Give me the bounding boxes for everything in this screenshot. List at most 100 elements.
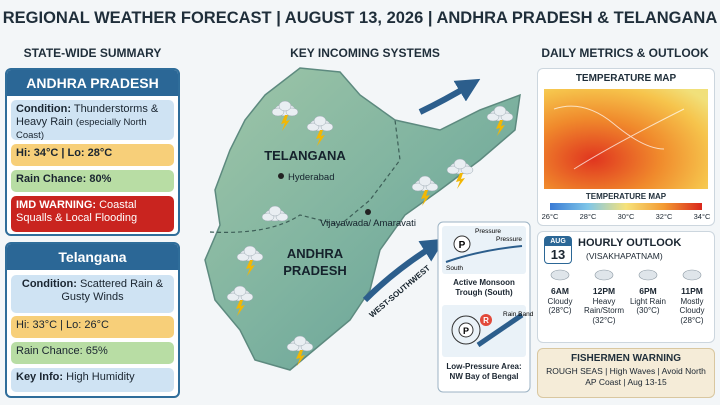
hourly-title: HOURLY OUTLOOK: [578, 237, 682, 249]
ap-rain: Rain Chance: 80%: [11, 170, 174, 192]
badge-day: 13: [550, 247, 566, 262]
contour: [553, 105, 685, 170]
hour-time: 6AM: [551, 286, 569, 296]
state-shape: [204, 67, 521, 371]
value: High Humidity: [66, 371, 135, 383]
tg-card: Telangana Condition: Scattered Rain & Gu…: [5, 242, 180, 398]
hour-condition: Cloudy: [547, 296, 573, 306]
value: Coastal Squalls & Local Flooding: [16, 199, 138, 224]
map-label: ANDHRA: [287, 246, 344, 261]
hour-temp: (28°C): [548, 306, 572, 315]
cloud-puff: [313, 115, 327, 127]
hour-condition: Light Rain: [629, 296, 667, 306]
cloud-puff: [243, 245, 257, 257]
hour-condition: Mostly Cloudy: [679, 296, 705, 316]
label: South: [446, 265, 463, 272]
map-label: Hyderabad: [288, 172, 334, 183]
hour-temp: (30°C): [636, 306, 660, 315]
value: Thunderstorms & Heavy Rain: [16, 103, 159, 128]
trough-caption: Active Monsoon Trough (South): [440, 278, 528, 298]
cloud-puff: [268, 205, 282, 217]
cloud-puff: [293, 335, 307, 347]
hour-entry: 11PM Mostly Cloudy (28°C): [670, 266, 714, 342]
cloud-puff: [594, 269, 614, 281]
cloud: [486, 105, 514, 136]
cloud: [271, 100, 299, 131]
hour-temp: (32°C): [592, 315, 616, 325]
hour-entry: 6PM Light Rain (30°C): [626, 266, 670, 342]
hour-temp: (28°C): [680, 315, 704, 325]
map-label: TELANGANA: [264, 148, 346, 163]
weather-icon: [638, 269, 658, 281]
cloud-puff: [453, 158, 467, 170]
cloud: [446, 158, 474, 189]
hourly-entries: 6AM Cloudy (28°C) 12PM Heavy Rain/Storm (32°C…: [538, 266, 714, 342]
cloud-puff: [418, 175, 432, 187]
legend-ticks: 26°C 28°C 30°C 32°C 34°C: [538, 212, 714, 224]
legend-tick: 26°C: [541, 212, 559, 221]
ap-card: ANDHRA PRADESH Condition: Thunderstorms …: [5, 68, 180, 236]
cloud: [286, 335, 314, 366]
hour-time: 11PM: [681, 286, 703, 296]
cloud-puff: [682, 269, 702, 281]
badge-month: AUG: [545, 237, 571, 246]
arrow: [418, 78, 481, 115]
label: Key Info:: [16, 371, 64, 383]
hour-entry: 6AM Cloudy (28°C): [538, 266, 582, 342]
ap-name: ANDHRA PRADESH: [7, 70, 178, 96]
page-title: REGIONAL WEATHER FORECAST | AUGUST 13, 2…: [2, 9, 718, 27]
temp-map: [544, 89, 708, 189]
hour-time: 12PM: [592, 286, 616, 296]
cloud: [226, 285, 254, 316]
temp-map-title: TEMPERATURE MAP: [575, 73, 677, 84]
map: TELANGANA Hyderabad Vijayawada/ Amaravat…: [204, 67, 534, 393]
fishermen-box: FISHERMEN WARNING ROUGH SEAS | High Wave…: [537, 348, 715, 398]
tg-name: Telangana: [7, 244, 178, 270]
cloud-puff: [638, 269, 658, 281]
cloud-puff: [550, 269, 570, 281]
arrow: [362, 238, 446, 303]
label: Condition:: [16, 103, 71, 115]
weather-icon: [682, 269, 702, 281]
color-bar: [550, 203, 702, 210]
hourly-box: AUG 13 HOURLY OUTLOOK (VISAKHAPATNAM) 6A…: [537, 231, 715, 343]
state-border: [209, 119, 401, 233]
symbol: R: [483, 316, 489, 325]
metrics-heading: DAILY METRICS & OUTLOOK: [541, 46, 709, 60]
cloud: [306, 115, 334, 146]
weather-icon: [594, 269, 614, 281]
ap-temps: Hi: 34°C | Lo: 28°C: [11, 144, 174, 166]
rain-band: [476, 312, 524, 348]
temp-map-box: TEMPERATURE MAP TEMPERATURE MAP 26°C 28°C…: [537, 68, 715, 226]
cloud: [236, 245, 264, 276]
legend-title: TEMPERATURE MAP: [585, 192, 667, 201]
hourly-location: (VISAKHAPATNAM): [586, 251, 663, 261]
hour-time: 6PM: [639, 286, 657, 296]
cloud-puff: [493, 105, 507, 117]
isobar: [451, 315, 481, 345]
cloud: [261, 205, 289, 222]
legend-tick: 28°C: [579, 212, 597, 221]
tg-condition: Condition: Scattered Rain & Gusty Winds: [11, 275, 174, 313]
pressure-symbol: [453, 235, 471, 253]
rain-symbol: [480, 314, 492, 326]
map-label: PRADESH: [283, 263, 347, 278]
bolt: [236, 300, 245, 316]
label: Pressure: [496, 236, 522, 243]
value: Scattered Rain & Gusty Winds: [61, 278, 164, 303]
ap-warning: IMD WARNING: Coastal Squalls & Local Flo…: [11, 196, 174, 232]
pressure-symbol: [458, 322, 474, 338]
label: Pressure: [475, 228, 501, 235]
city-dot: [278, 173, 284, 179]
cloud-puff: [278, 100, 292, 112]
label: Condition:: [21, 278, 77, 290]
symbol: P: [459, 240, 466, 251]
cloud: [411, 175, 439, 206]
label: Rain Band: [503, 311, 534, 318]
bolt: [296, 350, 305, 366]
bolt: [246, 260, 255, 276]
legend-tick: 34°C: [693, 212, 711, 221]
tg-info: Key Info: High Humidity: [11, 368, 174, 392]
bolt: [496, 120, 505, 136]
